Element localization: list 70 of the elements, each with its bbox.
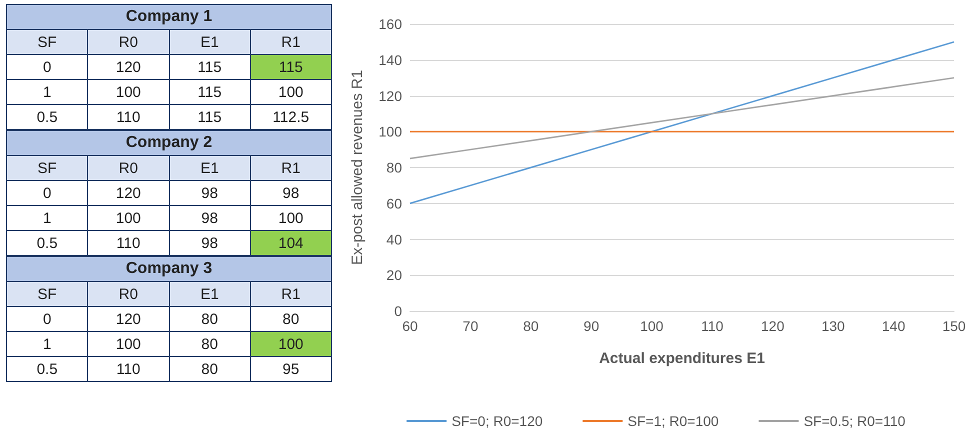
data-label: 100 <box>88 206 169 230</box>
y-tick-label: 0.5 <box>6 104 88 130</box>
legend-label: SF=0; R0=120 <box>452 413 543 429</box>
x-tick-label: 70 <box>462 318 478 334</box>
data-label: 100 <box>250 206 332 230</box>
data-label: 98 <box>169 206 250 230</box>
data-label: 98 <box>250 180 332 206</box>
data-label: 120 <box>88 180 169 206</box>
x-tick-label: E1 <box>169 30 250 54</box>
y-tick-label: 1 <box>6 206 88 230</box>
y-tick-label: 120 <box>378 88 402 104</box>
x-tick-label: 80 <box>523 318 539 334</box>
x-axis-title: Actual expenditures E1 <box>599 350 765 367</box>
data-label: 112.5 <box>250 104 332 130</box>
x-tick-label: 110 <box>701 318 724 334</box>
legend-label: SF=0.5; R0=110 <box>804 413 906 429</box>
y-tick-label: 160 <box>378 16 402 32</box>
data-label: 100 <box>88 80 169 104</box>
legend-label: SF=1; R0=100 <box>628 413 719 429</box>
data-label: 110 <box>88 104 169 130</box>
data-label: 110 <box>88 230 169 256</box>
data-label: 120 <box>88 54 169 80</box>
x-tick-label: E1 <box>169 156 250 180</box>
y-tick-label: 40 <box>386 231 402 248</box>
x-tick-label: 130 <box>821 318 846 334</box>
data-label: 98 <box>169 230 250 256</box>
x-tick-label: 120 <box>760 318 785 334</box>
x-tick-label: 140 <box>882 318 906 334</box>
data-label: 95 <box>250 356 332 382</box>
data-label: 80 <box>169 356 250 382</box>
x-tick-label: R0 <box>88 30 169 54</box>
y-tick-label: 140 <box>378 52 402 68</box>
y-tick-label: 100 <box>378 124 402 140</box>
x-tick-label: 150 <box>942 318 966 334</box>
chart-title: Company 3 <box>6 256 332 282</box>
chart-title: Company 1 <box>6 4 332 30</box>
line-series <box>409 77 955 160</box>
x-tick-label: 90 <box>584 318 600 334</box>
y-axis-title: SF <box>6 30 88 54</box>
x-tick-label: R0 <box>88 282 169 306</box>
data-label: 115 <box>169 104 250 130</box>
x-tick-label: 60 <box>402 318 418 334</box>
line-series <box>409 41 955 204</box>
x-tick-label: E1 <box>169 282 250 306</box>
y-axis-title: SF <box>6 156 88 180</box>
data-label: 115 <box>250 54 332 80</box>
y-tick-label: 0.5 <box>6 230 88 256</box>
x-tick-label: R1 <box>250 282 332 306</box>
y-tick-label: 0.5 <box>6 356 88 382</box>
y-axis-title: SF <box>6 282 88 306</box>
y-tick-label: 60 <box>386 195 402 212</box>
x-tick-label: R1 <box>250 30 332 54</box>
y-tick-label: 0 <box>6 306 88 332</box>
y-tick-label: 0 <box>6 54 88 80</box>
y-tick-label: 0 <box>6 180 88 206</box>
y-tick-label: 0 <box>394 303 402 319</box>
data-label: 104 <box>250 230 332 256</box>
data-label: 100 <box>250 80 332 104</box>
y-tick-label: 1 <box>6 80 88 104</box>
data-label: 98 <box>169 180 250 206</box>
x-tick-label: R0 <box>88 156 169 180</box>
x-tick-label: R1 <box>250 156 332 180</box>
data-label: 115 <box>169 80 250 104</box>
x-tick-label: 100 <box>640 318 664 334</box>
y-axis-title: Ex-post allowed revenues R1 <box>349 70 366 266</box>
y-tick-label: 20 <box>386 267 402 284</box>
chart-title: Company 2 <box>6 130 332 156</box>
data-label: 110 <box>88 356 169 382</box>
data-label: 115 <box>169 54 250 80</box>
y-tick-label: 1 <box>6 332 88 356</box>
